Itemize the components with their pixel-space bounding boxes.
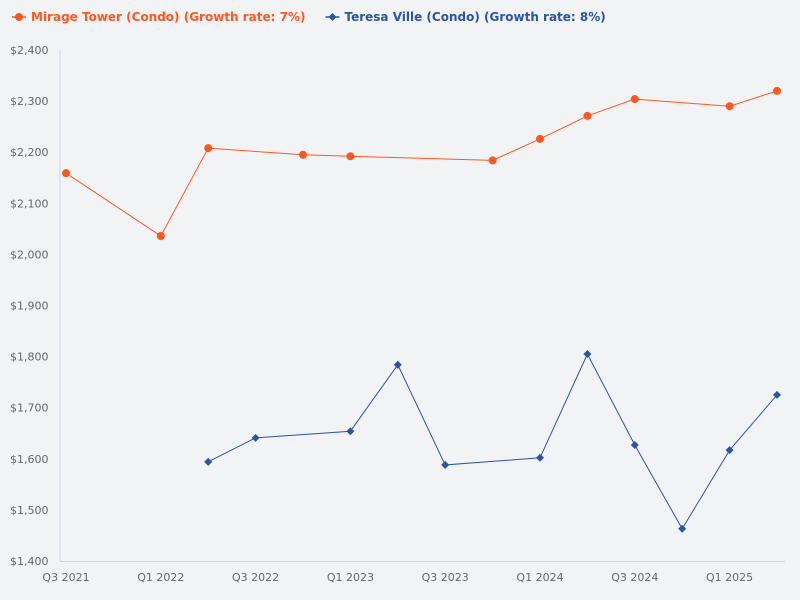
data-point bbox=[536, 453, 544, 462]
x-tick-label: Q3 2023 bbox=[422, 571, 469, 584]
data-point bbox=[393, 360, 402, 369]
legend-item-1[interactable]: Teresa Ville (Condo) (Growth rate: 8%) bbox=[325, 10, 606, 24]
legend-diamond-icon bbox=[328, 13, 337, 21]
data-point bbox=[583, 111, 592, 120]
data-point bbox=[678, 524, 687, 533]
x-tick-label: Q1 2025 bbox=[706, 571, 753, 584]
legend-item-0[interactable]: Mirage Tower (Condo) (Growth rate: 7%) bbox=[12, 10, 305, 24]
data-point bbox=[204, 144, 213, 153]
series-line-0 bbox=[65, 90, 778, 237]
y-tick-label: $1,600 bbox=[10, 453, 49, 466]
data-point bbox=[773, 86, 781, 95]
y-tick-label: $2,100 bbox=[10, 197, 49, 210]
x-tick-label: Q1 2022 bbox=[137, 571, 184, 584]
x-tick-label: Q1 2023 bbox=[327, 571, 374, 584]
x-axis: Q3 2021 Q1 2022 Q3 2022 Q1 2023 Q3 2023 Q1 20… bbox=[42, 561, 785, 584]
y-tick-label: $2,200 bbox=[10, 146, 49, 159]
legend-label: Mirage Tower (Condo) (Growth rate: 7%) bbox=[31, 10, 305, 24]
data-point bbox=[630, 441, 639, 450]
y-axis: $1,400 $1,500 $1,600 $1,700 $1,800 $1,900 $2,0… bbox=[10, 44, 61, 568]
x-tick-label: Q3 2021 bbox=[42, 571, 89, 584]
y-tick-label: $1,400 bbox=[10, 555, 49, 568]
data-point bbox=[156, 232, 165, 241]
legend-label: Teresa Ville (Condo) (Growth rate: 8%) bbox=[344, 10, 605, 24]
data-point bbox=[725, 102, 734, 111]
data-point bbox=[630, 95, 639, 104]
y-tick-label: $1,900 bbox=[10, 300, 49, 313]
y-tick-label: $1,800 bbox=[10, 351, 49, 364]
y-tick-label: $2,300 bbox=[10, 95, 49, 108]
legend: Mirage Tower (Condo) (Growth rate: 7%) Te… bbox=[12, 10, 606, 24]
legend-circle-icon bbox=[15, 13, 23, 21]
x-tick-label: Q3 2022 bbox=[232, 571, 279, 584]
x-tick-label: Q1 2024 bbox=[516, 571, 563, 584]
y-tick-label: $2,000 bbox=[10, 248, 49, 261]
data-point bbox=[62, 169, 70, 178]
data-point bbox=[204, 457, 213, 466]
plot-area bbox=[62, 86, 781, 533]
data-point bbox=[346, 152, 355, 161]
data-point bbox=[536, 134, 544, 143]
data-point bbox=[488, 156, 497, 165]
data-point bbox=[441, 460, 450, 469]
x-tick-label: Q3 2024 bbox=[611, 571, 658, 584]
data-point bbox=[251, 433, 260, 442]
series-line-1 bbox=[207, 352, 778, 530]
data-point bbox=[725, 446, 734, 455]
y-tick-label: $1,700 bbox=[10, 402, 49, 415]
y-tick-label: $1,500 bbox=[10, 504, 49, 517]
data-point bbox=[346, 427, 355, 436]
data-point bbox=[773, 390, 781, 399]
data-point bbox=[299, 150, 307, 159]
y-tick-label: $2,400 bbox=[10, 44, 49, 57]
data-point bbox=[583, 350, 592, 359]
